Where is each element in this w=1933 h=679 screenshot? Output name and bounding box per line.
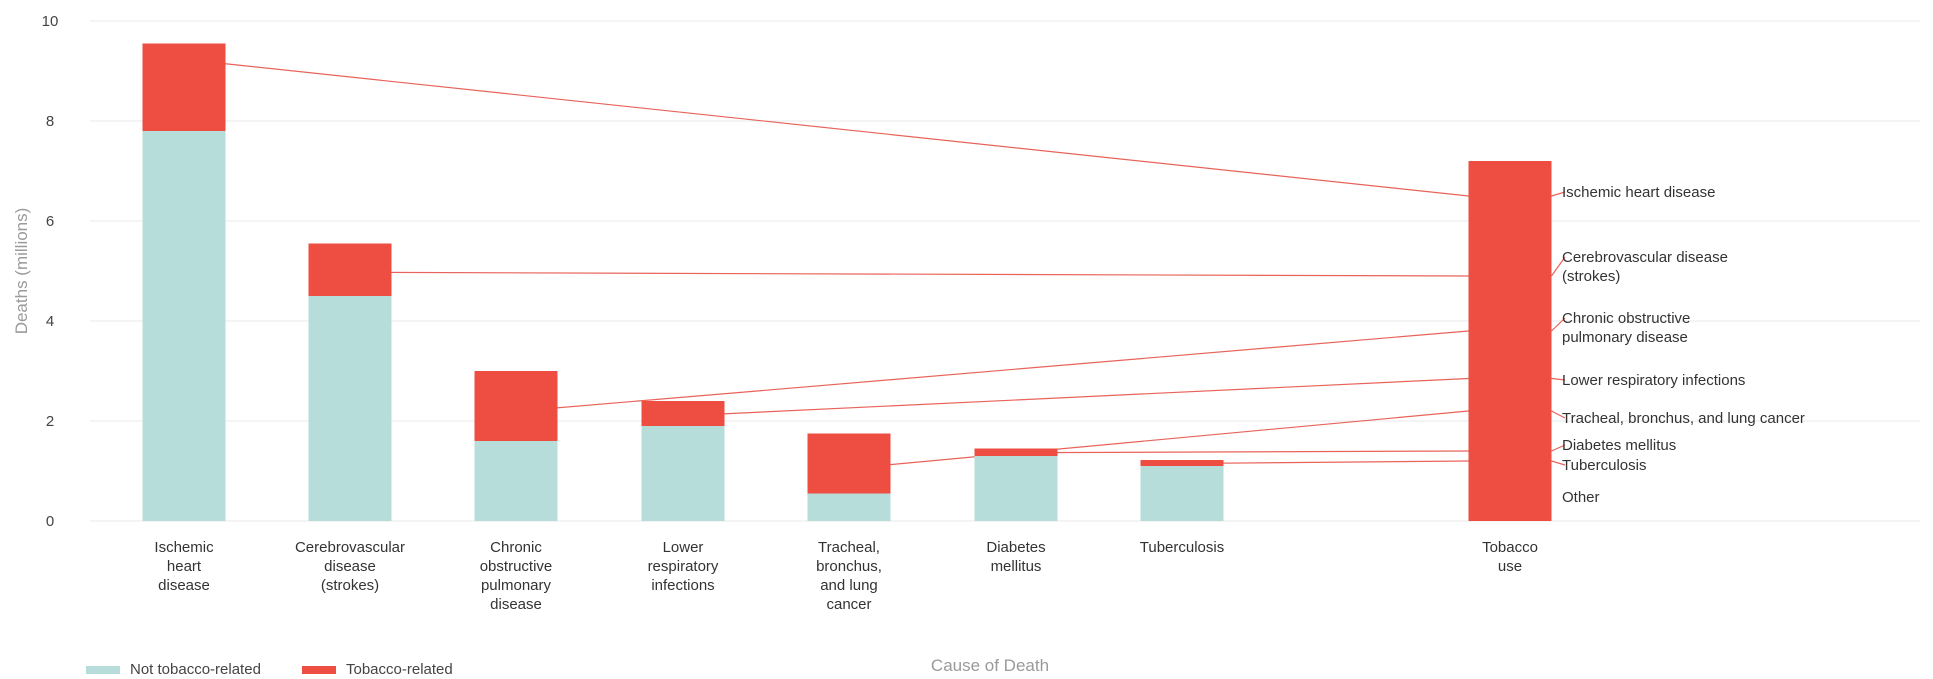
category-label: Tuberculosis	[1140, 539, 1224, 556]
connector-line	[1037, 450, 1469, 454]
y-axis-title: Deaths (millions)	[12, 208, 31, 335]
bar-not-tobacco	[474, 441, 558, 521]
segment-label: Ischemic heart disease	[1562, 184, 1715, 201]
segment-label: Cerebrovascular disease (strokes)	[1562, 249, 1728, 285]
bar-not-tobacco	[308, 296, 392, 521]
connector-tick	[1551, 256, 1566, 277]
y-tick-label: 10	[42, 13, 59, 30]
bars	[142, 43, 1224, 521]
connector-tick	[1551, 410, 1566, 419]
segment-label: Lower respiratory infections	[1562, 372, 1745, 389]
connector-line	[371, 271, 1469, 277]
segment-label: Other	[1562, 489, 1600, 506]
category-labels: Ischemic heart disease Cerebrovascular disea…	[154, 539, 1538, 613]
tobacco-segment-labels: Ischemic heart disease Cerebrovascular di…	[1562, 184, 1805, 506]
y-axis-ticks: 0 2 4 6 8 10	[42, 13, 59, 530]
bar-not-tobacco	[974, 456, 1058, 521]
bar-tobacco	[974, 448, 1058, 456]
connector-line	[537, 330, 1469, 411]
category-label: Diabetes mellitus	[986, 539, 1045, 575]
y-tick-label: 6	[46, 213, 54, 230]
connector-tick	[1551, 444, 1566, 452]
segment-label: Tracheal, bronchus, and lung cancer	[1562, 410, 1805, 427]
bar-not-tobacco	[142, 131, 226, 521]
bar-not-tobacco	[641, 426, 725, 521]
y-tick-label: 2	[46, 413, 54, 430]
legend-label: Tobacco-related	[346, 661, 453, 678]
x-axis-title: Cause of Death	[931, 656, 1049, 675]
bar-tobacco	[641, 401, 725, 426]
connector-tick	[1551, 377, 1566, 381]
bar-tobacco	[142, 43, 226, 131]
bar-tobacco	[807, 433, 891, 494]
segment-label: Chronic obstructive pulmonary disease	[1562, 310, 1690, 346]
tobacco-use-label: Tobacco use	[1482, 539, 1538, 575]
connector-line	[870, 410, 1469, 468]
category-label: Lower respiratory infections	[648, 539, 719, 594]
bar-not-tobacco	[1140, 466, 1224, 521]
legend-swatch	[86, 666, 120, 674]
bar-tobacco	[1140, 460, 1224, 466]
y-tick-label: 0	[46, 513, 54, 530]
category-label: Tracheal, bronchus, and lung cancer	[816, 539, 882, 613]
connector-line	[704, 377, 1469, 416]
category-label: Ischemic heart disease	[154, 539, 214, 594]
legend-swatch	[302, 666, 336, 674]
tobacco-use-bar-rect	[1468, 161, 1552, 521]
bar-not-tobacco	[807, 493, 891, 521]
category-label: Chronic obstructive pulmonary disease	[480, 539, 553, 613]
segment-label: Diabetes mellitus	[1562, 437, 1676, 454]
bar-tobacco	[474, 371, 558, 441]
connector-tick	[1551, 191, 1566, 197]
tobacco-use-bar	[1468, 161, 1552, 521]
connector-tick	[1551, 460, 1566, 466]
connector-line	[205, 61, 1469, 197]
bar-tobacco	[308, 243, 392, 296]
connector-tick	[1551, 317, 1566, 332]
legend-label: Not tobacco-related	[130, 661, 261, 678]
category-label: Cerebrovascular disease (strokes)	[295, 539, 405, 594]
connector-line	[1203, 460, 1469, 464]
y-tick-label: 4	[46, 313, 54, 330]
connector-lines	[205, 61, 1566, 468]
gridlines	[90, 20, 1920, 522]
y-tick-label: 8	[46, 113, 54, 130]
legend: Not tobacco-related Tobacco-related	[86, 661, 453, 678]
segment-label: Tuberculosis	[1562, 457, 1646, 474]
